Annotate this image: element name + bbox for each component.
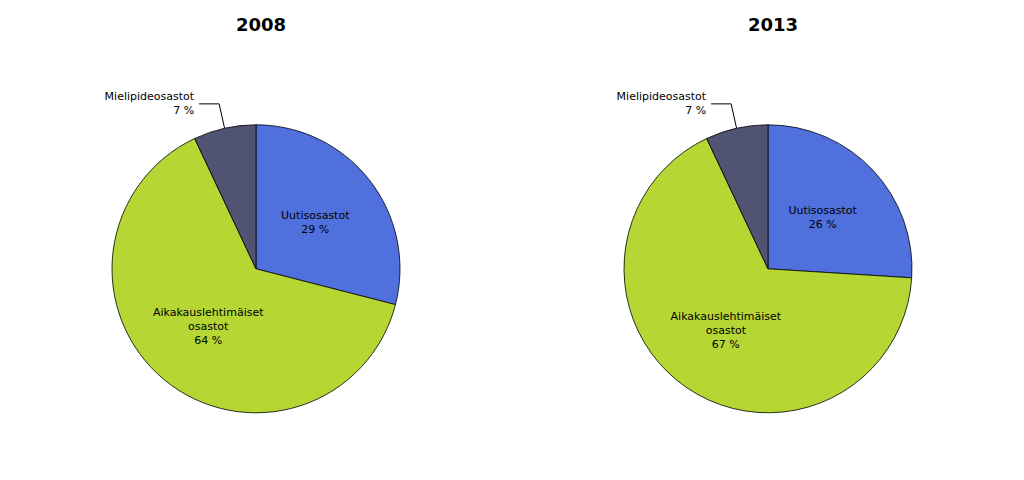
svg-text:67 %: 67 % — [712, 338, 740, 351]
svg-text:26 %: 26 % — [809, 218, 837, 231]
svg-text:Aikakauslehtimäiset: Aikakauslehtimäiset — [153, 306, 264, 319]
svg-text:7 %: 7 % — [685, 104, 706, 117]
svg-text:2013: 2013 — [748, 14, 798, 35]
svg-text:2008: 2008 — [236, 14, 286, 35]
svg-text:osastot: osastot — [188, 320, 229, 333]
svg-text:64 %: 64 % — [194, 334, 222, 347]
svg-text:Uutisosastot: Uutisosastot — [788, 204, 857, 217]
svg-text:osastot: osastot — [706, 324, 747, 337]
svg-text:Mielipideosastot: Mielipideosastot — [617, 90, 707, 103]
svg-text:7 %: 7 % — [173, 104, 194, 117]
svg-text:Aikakauslehtimäiset: Aikakauslehtimäiset — [671, 310, 782, 323]
svg-text:29 %: 29 % — [301, 223, 329, 236]
svg-text:Uutisosastot: Uutisosastot — [281, 209, 350, 222]
svg-text:Mielipideosastot: Mielipideosastot — [105, 90, 195, 103]
